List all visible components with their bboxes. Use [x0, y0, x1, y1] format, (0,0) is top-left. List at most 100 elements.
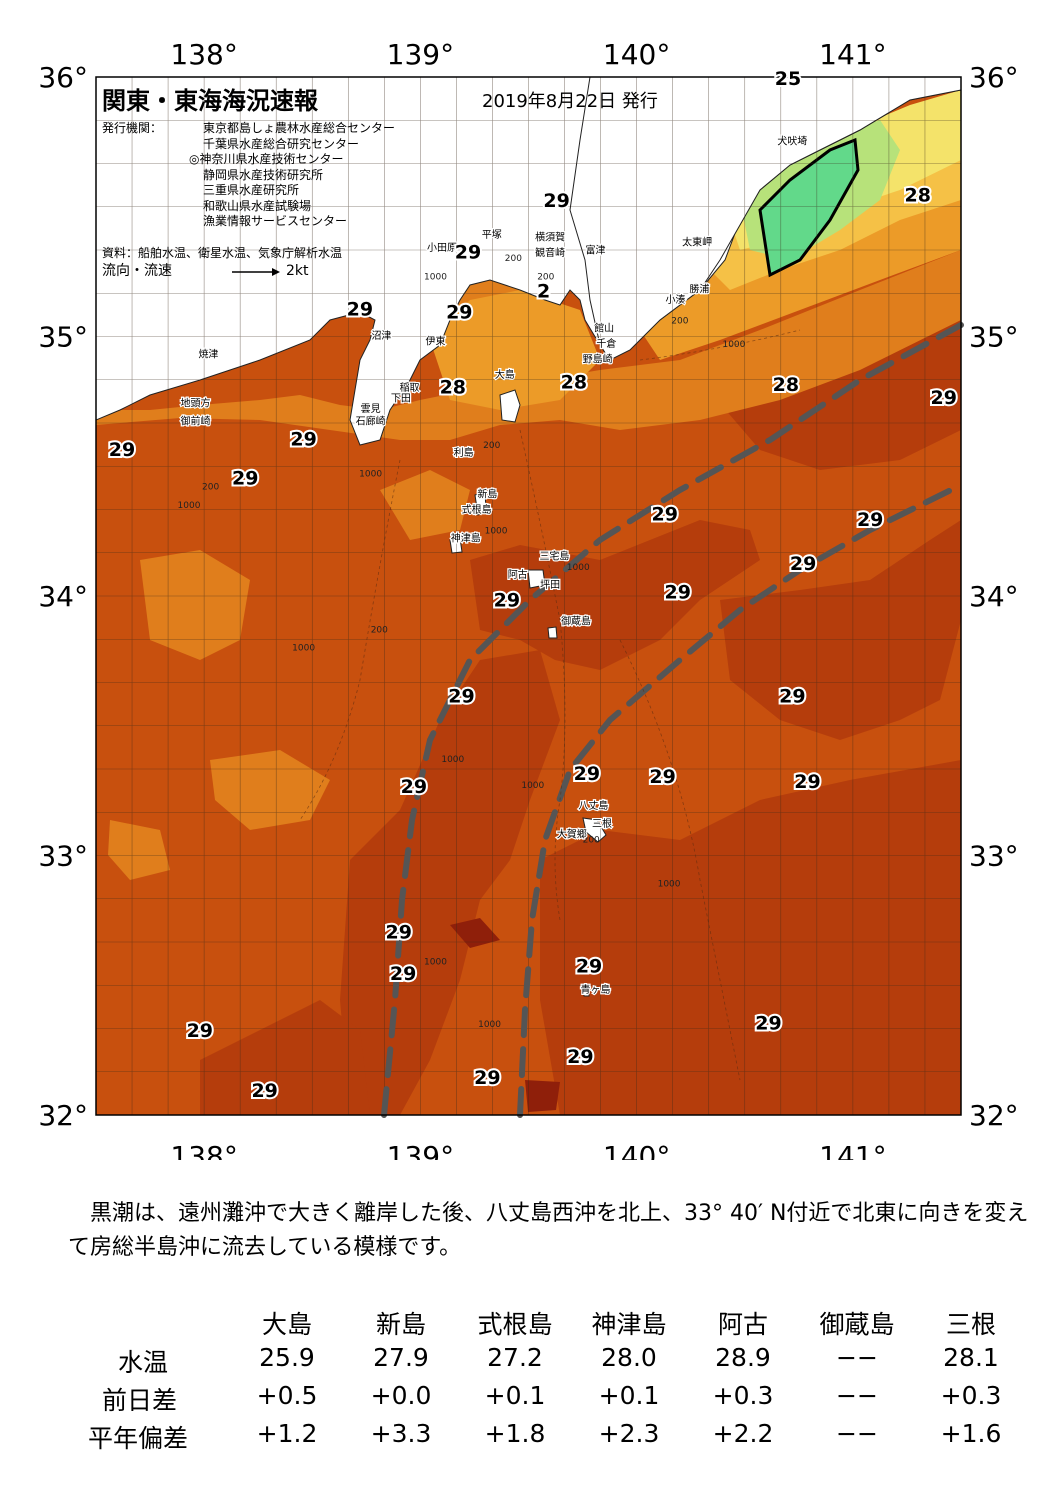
- temperature-isotherm-label: 29: [401, 776, 427, 798]
- current-legend-label: 流向・流速: [102, 263, 172, 279]
- table-cell: +3.3: [370, 1419, 432, 1448]
- place-name-label: 大賀郷: [557, 827, 587, 840]
- longitude-label-bottom: 139°: [387, 1140, 454, 1160]
- place-name-label: 横須賀: [535, 230, 565, 243]
- depth-contour-label: 1000: [441, 755, 464, 765]
- place-name-label: 館山: [594, 321, 614, 334]
- depth-contour-label: 200: [505, 254, 522, 264]
- sea-28-patch-west3: [108, 820, 170, 880]
- table-cell: −−: [836, 1381, 878, 1410]
- place-name-label: 阿古: [508, 568, 528, 581]
- place-name-label: 勝浦: [689, 282, 709, 295]
- place-name-label: 小湊: [666, 293, 686, 306]
- temperature-isotherm-label: 29: [448, 685, 474, 707]
- table-column-header: 三根: [945, 1310, 996, 1339]
- sea-28-patch-west2: [140, 550, 250, 660]
- island-oshima: [499, 389, 521, 423]
- map-frame: [95, 76, 962, 1116]
- depth-contour-label: 1000: [359, 470, 382, 480]
- issuer-item: 静岡県水産技術研究所: [203, 167, 324, 182]
- temperature-labels: 25 28 29 29 2 29 29 28 28 28 29 29 29 29 29 29 29 29 29 29 2…: [107, 66, 959, 1104]
- kuroshio-comment: 黒潮は、遠州灘沖で大きく離岸した後、八丈島西沖を北上、33° 40′ N付近で北…: [68, 1201, 1029, 1260]
- longitude-label-top: 138°: [170, 38, 237, 71]
- depth-contour-label: 1000: [292, 643, 315, 653]
- place-name-label: 犬吠埼: [777, 134, 807, 147]
- axis-labels: 138° 138° 139° 139° 140° 140° 141° 141° 36° 36° 35…: [38, 38, 1019, 1173]
- island-mikura: [547, 626, 558, 639]
- temperature-isotherm-label: 28: [773, 374, 799, 396]
- warm-patch-south: [540, 760, 961, 1115]
- temperature-isotherm-label: 29: [446, 301, 472, 323]
- place-name-label: 稲取: [400, 382, 420, 394]
- place-name-label: 八丈島: [578, 799, 608, 812]
- contour-200-boso: [639, 329, 801, 361]
- depth-contour-label: 1000: [478, 1020, 501, 1030]
- hottest-patch-south: [525, 1080, 560, 1112]
- place-name-label: 新島: [477, 487, 497, 500]
- table-cell: 27.9: [373, 1343, 429, 1372]
- issuer-item: 和歌山県水産試験場: [203, 198, 312, 213]
- latitude-label-right: 32°: [969, 1099, 1019, 1132]
- place-name-label: 小田原: [427, 242, 457, 254]
- temperature-isotherm-label: 29: [347, 299, 373, 321]
- warm-patch-mikura: [470, 520, 760, 670]
- depth-contour-label: 1000: [567, 563, 590, 573]
- issuers-label: 発行機関：: [102, 121, 163, 135]
- contour-1000-west: [299, 459, 401, 821]
- depth-contour-label: 200: [671, 317, 688, 327]
- issuer-item: ◎神奈川県水産技術センター: [189, 152, 344, 166]
- depth-contour-label: 1000: [424, 272, 447, 282]
- sea-28-patch-izu: [380, 470, 470, 540]
- table-cell: −−: [836, 1343, 878, 1372]
- temperature-isotherm-label: 29: [779, 685, 805, 707]
- issue-date: 2019年8月22日 発行: [482, 91, 658, 112]
- temperature-isotherm-label: 29: [794, 771, 820, 793]
- kuroshio-inner-edge: [381, 322, 964, 1118]
- place-name-label: 神津島: [451, 532, 481, 545]
- place-name-label: 焼津: [198, 348, 218, 360]
- depth-contour-label: 1000: [521, 781, 544, 791]
- table-column-header: 神津島: [591, 1310, 667, 1339]
- depth-contours: [299, 329, 801, 1081]
- latitude-label-right: 36°: [969, 61, 1019, 94]
- temperature-isotherm-label: 29: [251, 1080, 277, 1102]
- place-name-label: 坪田: [540, 578, 560, 591]
- issuer-item: 三重県水産研究所: [203, 183, 300, 197]
- table-column-header: 大島: [261, 1310, 312, 1339]
- temperature-isotherm-label: 29: [543, 190, 569, 212]
- temperature-isotherm-label: 29: [187, 1020, 213, 1042]
- temperature-isotherm-label: 29: [649, 766, 675, 788]
- temperature-isotherm-label: 29: [386, 922, 412, 944]
- map-title: 関東・東海海況速報: [102, 87, 318, 115]
- table-cell: +2.2: [712, 1419, 774, 1448]
- table-column-header: 御蔵島: [819, 1310, 895, 1339]
- temperature-isotherm-label: 29: [455, 242, 481, 264]
- temperature-isotherm-label: 29: [494, 589, 520, 611]
- sea-23-core: [758, 137, 860, 278]
- table-cell: +1.2: [256, 1419, 318, 1448]
- temperature-isotherm-label: 28: [440, 377, 466, 399]
- table-column-header: 阿古: [717, 1310, 768, 1339]
- contour-1000-central: [519, 429, 566, 921]
- sst-map: 138° 138° 139° 139° 140° 140° 141° 141° 36° 36° 35…: [38, 38, 1019, 1173]
- longitude-label-top: 141°: [819, 38, 886, 71]
- temperature-isotherm-label: 29: [390, 963, 416, 985]
- place-name-label: 観音崎: [535, 246, 565, 259]
- temperature-isotherm-label: 29: [652, 504, 678, 526]
- issuer-item: 千葉県水産総合研究センター: [203, 136, 360, 151]
- table-cell: +0.1: [484, 1381, 546, 1410]
- place-name-label: 地頭方: [180, 397, 210, 410]
- place-name-label: 御前崎: [180, 415, 210, 428]
- depth-contour-label: 1000: [722, 340, 745, 350]
- table-cell: +0.3: [712, 1381, 774, 1410]
- temperature-isotherm-label: 29: [290, 428, 316, 450]
- table-cell: +0.3: [940, 1381, 1002, 1410]
- latitude-label-right: 33°: [969, 840, 1019, 873]
- longitude-label-bottom: 141°: [819, 1140, 886, 1160]
- table-cell: +2.3: [598, 1419, 660, 1448]
- latitude-label-right: 34°: [969, 580, 1019, 613]
- latitude-label-left: 36°: [38, 61, 88, 94]
- latitude-label-left: 34°: [38, 580, 88, 613]
